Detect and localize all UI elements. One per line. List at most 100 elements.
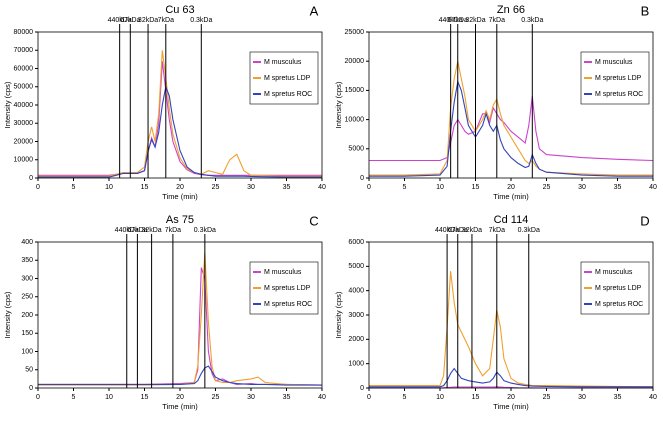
y-tick-label: 150 [21, 330, 33, 337]
x-tick-label: 15 [472, 394, 480, 401]
x-tick-label: 0 [36, 184, 40, 191]
x-axis-label: Time (min) [493, 192, 529, 201]
x-tick-label: 10 [436, 394, 444, 401]
plot-frame [37, 241, 323, 389]
y-tick-label: 300 [21, 275, 33, 282]
x-tick-label: 30 [247, 394, 255, 401]
x-tick-label: 15 [141, 394, 149, 401]
x-tick-label: 20 [507, 394, 515, 401]
x-tick-label: 25 [543, 184, 551, 191]
y-tick-label: 50 [25, 367, 33, 374]
y-tick-label: 1000 [348, 361, 364, 368]
y-tick-label: 60000 [14, 65, 34, 72]
marker-label: 440kDa [108, 17, 132, 24]
series-line [38, 252, 323, 386]
y-tick-label: 10000 [14, 157, 34, 164]
legend-label: M spretus ROC [264, 301, 312, 308]
series-line [369, 367, 653, 388]
marker-label: 32kDa [462, 227, 482, 234]
marker-label: 440kDa [435, 227, 459, 234]
plot-frame [37, 31, 323, 179]
panel-label: A [310, 3, 319, 18]
x-tick-label: 30 [578, 184, 586, 191]
panel-label: D [640, 213, 649, 228]
series-line [38, 84, 322, 178]
x-tick-label: 35 [283, 394, 291, 401]
series-line [369, 271, 654, 388]
x-tick-label: 40 [649, 394, 657, 401]
marker-label: 32kDa [465, 17, 485, 24]
x-tick-label: 0 [36, 394, 40, 401]
legend-label: M spretus ROC [264, 91, 312, 98]
marker-label: 0.3kDa [518, 227, 540, 234]
y-axis-label: Intensity (cps) [3, 81, 12, 128]
x-tick-label: 10 [105, 184, 113, 191]
marker-label: 32kDa [138, 17, 158, 24]
y-tick-label: 20000 [14, 138, 34, 145]
y-tick-label: 400 [21, 239, 33, 246]
y-tick-label: 0 [29, 385, 33, 392]
legend-label: M spretus LDP [595, 75, 642, 82]
marker-label: 440kDa [439, 17, 463, 24]
y-tick-label: 80000 [14, 29, 34, 36]
marker-label: 0.3kDa [521, 17, 543, 24]
plot-frame [368, 31, 654, 179]
y-tick-label: 15000 [345, 87, 365, 94]
marker-label: 67kDa [120, 17, 140, 24]
y-tick-label: 50000 [14, 84, 34, 91]
legend-label: M spretus LDP [264, 75, 311, 82]
panel-label: C [309, 213, 318, 228]
marker-label: 32kDa [141, 227, 161, 234]
x-tick-label: 10 [105, 394, 113, 401]
legend-box [249, 51, 319, 105]
y-tick-label: 10000 [345, 116, 365, 123]
y-tick-label: 4000 [348, 288, 364, 295]
marker-label: 0.3kDa [194, 227, 216, 234]
x-tick-label: 40 [649, 184, 657, 191]
y-tick-label: 3000 [348, 312, 364, 319]
y-tick-label: 0 [29, 175, 33, 182]
chart-title: Cu 63 [165, 4, 194, 16]
x-tick-label: 20 [507, 184, 515, 191]
x-tick-label: 35 [614, 394, 622, 401]
legend-box [580, 51, 650, 105]
legend-label: M musculus [595, 59, 633, 66]
y-tick-label: 40000 [14, 102, 34, 109]
legend-label: M musculus [595, 269, 633, 276]
marker-label: 7kDa [489, 17, 505, 24]
series-line [38, 50, 322, 177]
x-axis-label: Time (min) [493, 402, 529, 411]
legend-box [249, 261, 319, 315]
marker-label: 67kDa [448, 227, 468, 234]
x-tick-label: 0 [367, 184, 371, 191]
y-tick-label: 6000 [348, 239, 364, 246]
y-tick-label: 0 [360, 385, 364, 392]
chart-title: Cd 114 [494, 214, 529, 226]
x-tick-label: 20 [176, 184, 184, 191]
x-tick-label: 5 [403, 184, 407, 191]
legend-label: M spretus LDP [264, 285, 311, 292]
y-tick-label: 2000 [348, 336, 364, 343]
x-tick-label: 25 [543, 394, 551, 401]
legend-box [580, 261, 650, 315]
y-tick-label: 5000 [348, 146, 364, 153]
y-tick-label: 200 [21, 312, 33, 319]
marker-label: 67kDa [448, 17, 468, 24]
marker-label: 67kDa [127, 227, 147, 234]
y-tick-label: 30000 [14, 120, 34, 127]
legend-label: M musculus [264, 269, 302, 276]
x-axis-label: Time (min) [162, 402, 198, 411]
legend-label: M spretus LDP [595, 285, 642, 292]
x-axis-label: Time (min) [162, 192, 198, 201]
y-tick-label: 350 [21, 257, 33, 264]
x-tick-label: 35 [283, 184, 291, 191]
marker-label: 0.3kDa [190, 17, 212, 24]
series-line [369, 79, 653, 177]
legend-label: M spretus ROC [595, 301, 643, 308]
marker-label: 7kDa [489, 227, 505, 234]
x-tick-label: 5 [72, 184, 76, 191]
x-tick-label: 0 [367, 394, 371, 401]
series-line [369, 96, 654, 162]
x-tick-label: 5 [72, 394, 76, 401]
